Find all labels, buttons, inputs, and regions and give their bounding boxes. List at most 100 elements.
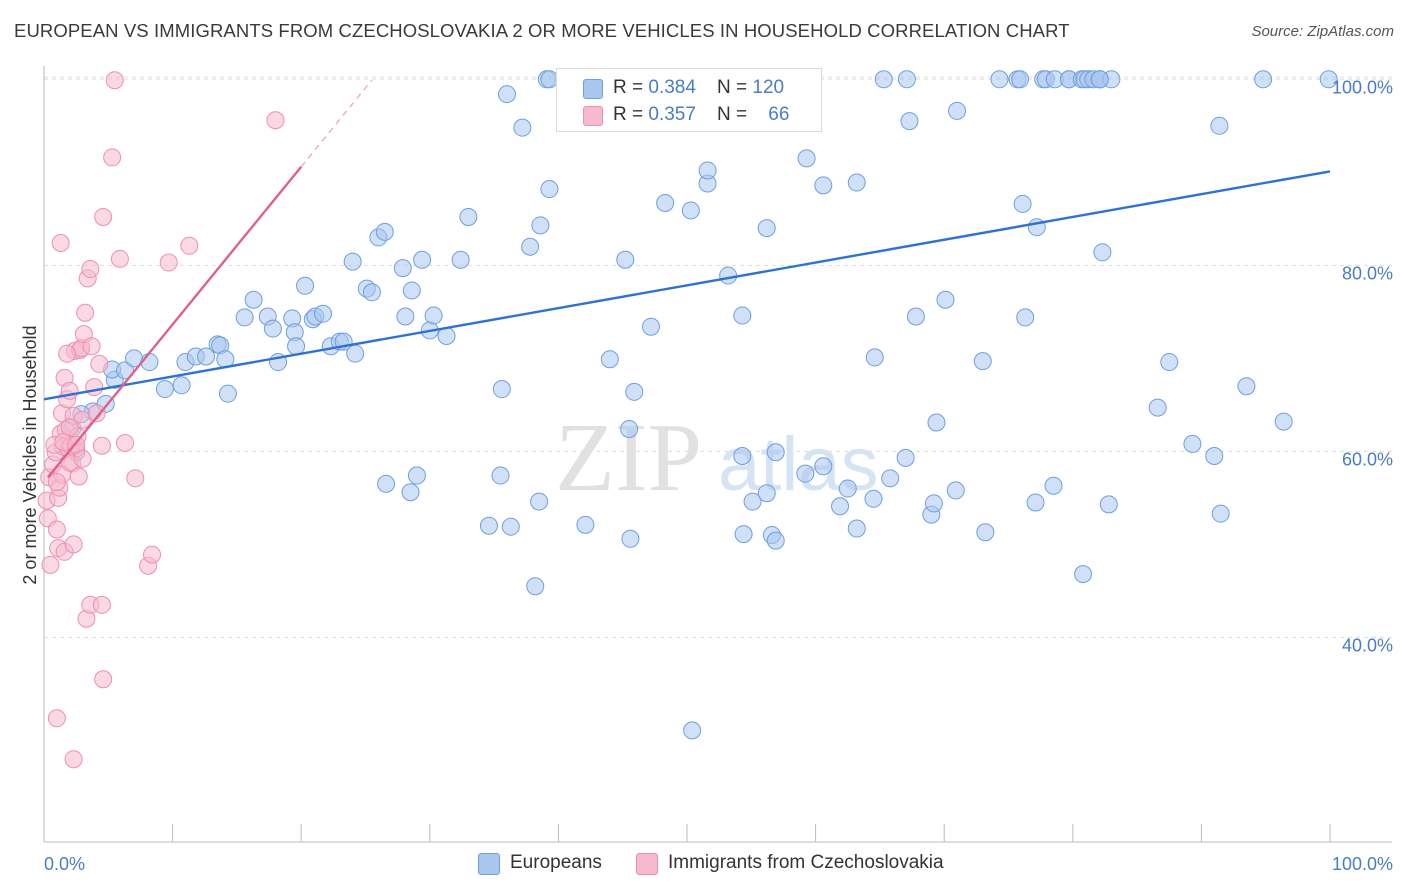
europeans-point bbox=[734, 525, 753, 544]
europeans-point bbox=[1044, 476, 1063, 495]
europeans-point bbox=[314, 304, 333, 323]
r-label: R = bbox=[613, 77, 649, 98]
europeans-point bbox=[235, 308, 254, 327]
series-czechoslovakia bbox=[37, 71, 285, 769]
tick-labels: 40.0% 60.0% 80.0% 100.0% 0.0% 100.0% bbox=[44, 77, 1393, 874]
europeans-point bbox=[796, 464, 815, 483]
europeans-point bbox=[197, 347, 216, 366]
europeans-point bbox=[1013, 194, 1032, 213]
europeans-point bbox=[847, 519, 866, 538]
czechoslovakia-point bbox=[92, 595, 111, 614]
r-label: R = bbox=[613, 104, 649, 125]
x-tick-label: 100.0% bbox=[1332, 854, 1393, 874]
europeans-point bbox=[401, 483, 420, 502]
watermark: ZIP atlas bbox=[555, 404, 879, 512]
europeans-point bbox=[766, 531, 785, 550]
x-tick-label: 0.0% bbox=[44, 854, 85, 874]
czechoslovakia-point bbox=[143, 545, 162, 564]
europeans-point bbox=[479, 516, 498, 535]
czechoslovakia-point bbox=[41, 555, 60, 574]
europeans-point bbox=[1254, 70, 1273, 89]
europeans-point bbox=[424, 306, 443, 325]
legend-swatch-czechoslovakia bbox=[583, 106, 603, 126]
europeans-point bbox=[521, 237, 540, 256]
legend-swatch-europeans bbox=[478, 853, 500, 875]
europeans-point bbox=[733, 306, 752, 325]
y-tick-label: 80.0% bbox=[1342, 263, 1393, 283]
europeans-point bbox=[743, 492, 762, 511]
europeans-point bbox=[1210, 116, 1229, 135]
europeans-point bbox=[497, 85, 516, 104]
europeans-point bbox=[491, 466, 510, 485]
europeans-point bbox=[116, 361, 135, 380]
europeans-point bbox=[263, 319, 282, 338]
europeans-point bbox=[155, 380, 174, 399]
grid-lines bbox=[44, 76, 1392, 638]
stats-legend: R = 0.384 N = 120 R = 0.357 N = 66 bbox=[556, 68, 822, 132]
czechoslovakia-point bbox=[64, 535, 83, 554]
europeans-point bbox=[396, 307, 415, 326]
europeans-point bbox=[413, 250, 432, 269]
czechoslovakia-point bbox=[76, 303, 95, 322]
czechoslovakia-point bbox=[94, 670, 113, 689]
europeans-point bbox=[936, 290, 955, 309]
czechoslovakia-point bbox=[92, 436, 111, 455]
europeans-point bbox=[906, 307, 925, 326]
europeans-point bbox=[600, 350, 619, 369]
europeans-point bbox=[625, 382, 644, 401]
czechoslovakia-point bbox=[105, 71, 124, 90]
czechoslovakia-point bbox=[266, 111, 285, 130]
n-label: N = bbox=[717, 77, 753, 98]
europeans-point bbox=[140, 353, 159, 372]
czechoslovakia-trend-extension bbox=[300, 79, 373, 168]
legend-swatch-czechoslovakia bbox=[636, 853, 658, 875]
czechoslovakia-point bbox=[47, 473, 66, 492]
r-value: 0.357 bbox=[648, 104, 696, 125]
europeans-point bbox=[698, 161, 717, 180]
czechoslovakia-point bbox=[180, 236, 199, 255]
europeans-point bbox=[1093, 243, 1112, 262]
legend-label: Europeans bbox=[510, 852, 602, 873]
europeans-point bbox=[874, 70, 893, 89]
europeans-point bbox=[1205, 447, 1224, 465]
europeans-point bbox=[375, 222, 394, 241]
n-value: 66 bbox=[768, 104, 790, 125]
europeans-point bbox=[218, 384, 237, 403]
europeans-point bbox=[1183, 434, 1202, 453]
europeans-point bbox=[244, 290, 263, 309]
europeans-point bbox=[530, 492, 549, 511]
europeans-trend-line bbox=[43, 170, 1331, 401]
europeans-point bbox=[513, 118, 532, 137]
source-label: Source: ZipAtlas.com bbox=[1251, 23, 1394, 40]
europeans-point bbox=[814, 176, 833, 195]
europeans-point bbox=[620, 420, 639, 439]
europeans-point bbox=[924, 494, 943, 513]
europeans-point bbox=[681, 201, 700, 220]
europeans-point bbox=[719, 266, 738, 285]
czechoslovakia-point bbox=[81, 260, 100, 279]
europeans-point bbox=[757, 484, 776, 503]
czechoslovakia-point bbox=[47, 520, 66, 539]
europeans-point bbox=[1090, 70, 1109, 89]
europeans-point bbox=[393, 259, 412, 278]
europeans-point bbox=[1074, 565, 1093, 584]
europeans-point bbox=[900, 112, 919, 131]
czechoslovakia-point bbox=[110, 249, 129, 268]
europeans-point bbox=[683, 721, 702, 740]
czechoslovakia-point bbox=[90, 354, 109, 373]
europeans-point bbox=[616, 250, 635, 269]
europeans-point bbox=[346, 344, 365, 363]
n-label: N = bbox=[717, 104, 753, 125]
europeans-point bbox=[1148, 398, 1167, 417]
y-tick-label: 100.0% bbox=[1332, 77, 1393, 97]
czechoslovakia-point bbox=[87, 404, 106, 423]
czechoslovakia-point bbox=[159, 253, 178, 272]
europeans-point bbox=[881, 469, 900, 488]
europeans-point bbox=[621, 529, 640, 548]
trend-lines bbox=[43, 79, 1331, 479]
europeans-point bbox=[656, 194, 675, 213]
europeans-point bbox=[576, 515, 595, 534]
stats-text: R = 0.384 N = 120 bbox=[613, 77, 784, 99]
czechoslovakia-point bbox=[60, 418, 79, 437]
